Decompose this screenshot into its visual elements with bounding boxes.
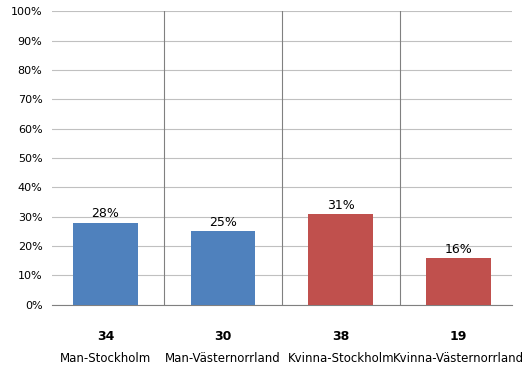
Text: 34: 34 — [97, 330, 114, 343]
Text: Man-Stockholm: Man-Stockholm — [60, 352, 151, 365]
Text: Kvinna-Stockholm: Kvinna-Stockholm — [288, 352, 394, 365]
Bar — [191, 232, 255, 305]
Text: 25%: 25% — [209, 216, 237, 229]
Text: 16%: 16% — [444, 243, 472, 256]
Text: Man-Västernorrland: Man-Västernorrland — [165, 352, 281, 365]
Text: 19: 19 — [449, 330, 467, 343]
Text: 31%: 31% — [327, 199, 354, 211]
Text: 30: 30 — [215, 330, 232, 343]
Bar — [309, 214, 373, 305]
Text: 28%: 28% — [91, 207, 120, 220]
Bar — [426, 258, 491, 305]
Text: 38: 38 — [332, 330, 349, 343]
Text: Kvinna-Västernorrland: Kvinna-Västernorrland — [393, 352, 522, 365]
Bar — [73, 223, 138, 305]
